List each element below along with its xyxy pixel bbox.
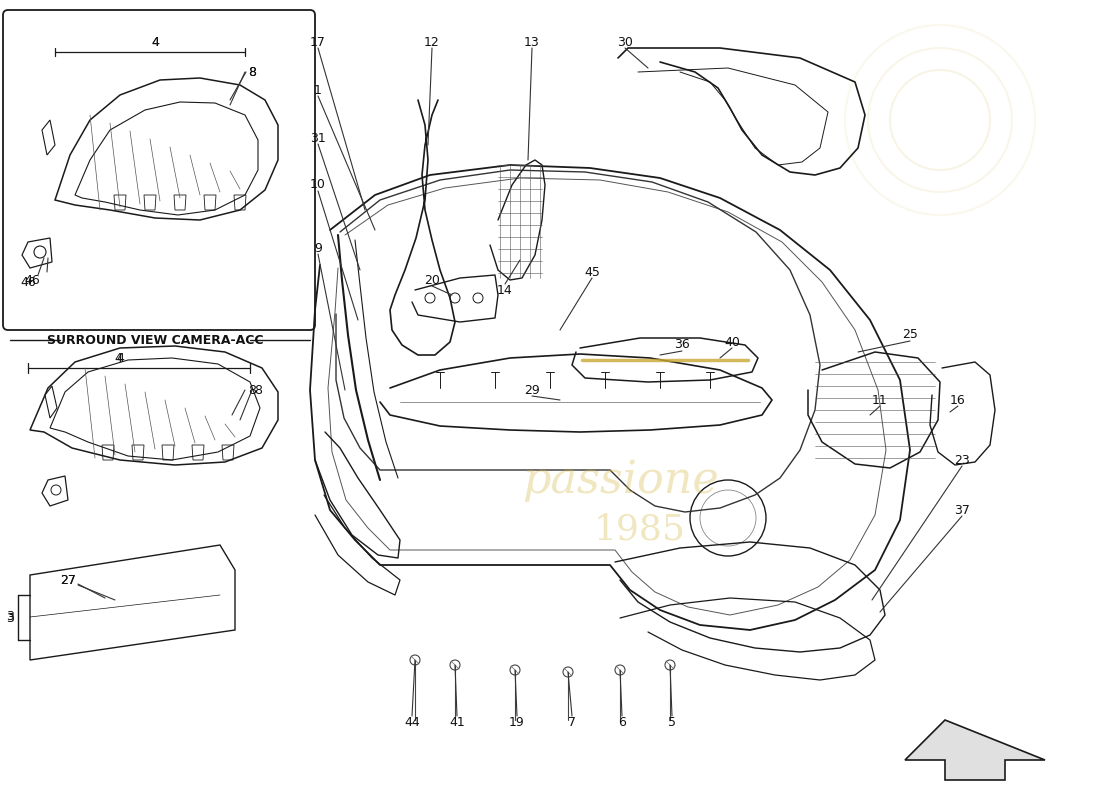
Text: 3: 3 [7,611,14,625]
Text: 4: 4 [117,351,124,365]
Text: 36: 36 [674,338,690,351]
Text: 44: 44 [404,715,420,729]
Text: 31: 31 [310,131,326,145]
Text: 8: 8 [248,66,256,78]
Text: 20: 20 [425,274,440,286]
Text: 37: 37 [954,503,970,517]
Text: 25: 25 [902,329,917,342]
Text: 11: 11 [872,394,888,406]
Text: 4: 4 [114,351,122,365]
Text: 46: 46 [24,274,40,286]
Text: 12: 12 [425,35,440,49]
Text: 6: 6 [618,715,626,729]
Text: 8: 8 [248,66,256,78]
Text: 10: 10 [310,178,326,191]
Text: 16: 16 [950,394,966,406]
Text: 7: 7 [568,715,576,729]
Text: 30: 30 [617,35,632,49]
FancyBboxPatch shape [3,10,315,330]
Text: 3: 3 [7,610,14,623]
Text: passione: passione [521,458,718,502]
Text: 1: 1 [315,83,322,97]
Text: 29: 29 [524,383,540,397]
Text: 9: 9 [315,242,322,254]
Text: 8: 8 [248,383,256,397]
Text: 13: 13 [524,35,540,49]
Text: 14: 14 [497,283,513,297]
Text: 27: 27 [60,574,76,586]
Text: 23: 23 [954,454,970,466]
Text: 41: 41 [449,715,465,729]
Text: SURROUND VIEW CAMERA-ACC: SURROUND VIEW CAMERA-ACC [46,334,263,346]
Polygon shape [905,720,1045,780]
Text: 17: 17 [310,35,326,49]
Text: 40: 40 [724,335,740,349]
Text: 5: 5 [668,715,676,729]
Text: 1985: 1985 [594,513,686,547]
Text: 45: 45 [584,266,600,278]
Text: 46: 46 [20,275,36,289]
Text: 27: 27 [60,574,76,586]
Text: 4: 4 [151,35,158,49]
Text: 8: 8 [254,383,262,397]
Text: 4: 4 [151,35,158,49]
Text: 19: 19 [509,715,525,729]
